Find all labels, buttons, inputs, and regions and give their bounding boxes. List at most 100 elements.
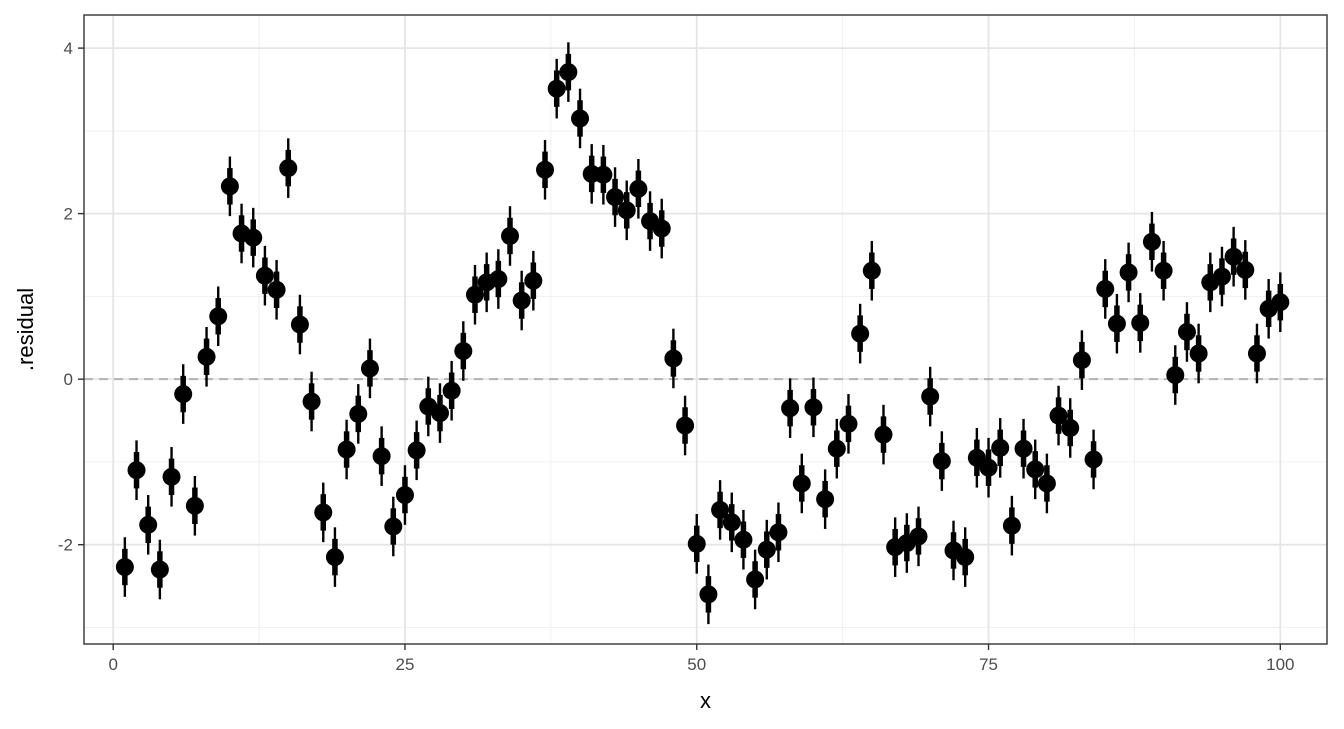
- data-point: [372, 447, 391, 466]
- data-point: [839, 414, 858, 433]
- data-point: [489, 270, 508, 289]
- data-point: [1224, 247, 1243, 266]
- data-point: [606, 188, 625, 207]
- data-point: [536, 160, 555, 179]
- data-point: [746, 570, 765, 589]
- data-point: [1142, 232, 1161, 251]
- data-point: [290, 315, 309, 334]
- data-point: [571, 109, 590, 128]
- data-point: [757, 540, 776, 559]
- data-point: [862, 261, 881, 280]
- data-point: [337, 440, 356, 459]
- data-point: [267, 280, 286, 299]
- data-point: [1212, 267, 1231, 286]
- data-point: [909, 527, 928, 546]
- data-point: [220, 177, 239, 196]
- data-point: [781, 399, 800, 418]
- data-point: [1247, 344, 1266, 363]
- data-point: [174, 385, 193, 404]
- data-point: [559, 63, 578, 82]
- data-point: [501, 226, 520, 245]
- data-point: [676, 416, 695, 435]
- data-point: [454, 342, 473, 361]
- y-axis: -2 0 2 4: [58, 39, 84, 555]
- data-point: [1084, 450, 1103, 469]
- data-point: [127, 461, 146, 480]
- data-point: [617, 201, 636, 220]
- data-point: [1002, 516, 1021, 535]
- data-point: [792, 474, 811, 493]
- x-tick-label: 0: [108, 655, 117, 674]
- data-point: [1131, 313, 1150, 332]
- data-point: [1166, 366, 1185, 385]
- data-point: [687, 534, 706, 553]
- data-point: [827, 439, 846, 458]
- data-point: [1189, 344, 1208, 363]
- plot-border: [83, 14, 1328, 645]
- y-axis-title: .residual: [13, 288, 38, 371]
- x-tick-label: 50: [687, 655, 706, 674]
- data-point: [1072, 351, 1091, 370]
- data-point: [150, 560, 169, 579]
- data-point: [851, 324, 870, 343]
- data-point: [991, 438, 1010, 457]
- data-point: [1154, 261, 1173, 280]
- data-point: [874, 425, 893, 444]
- data-point: [1177, 322, 1196, 341]
- data-point: [407, 441, 426, 460]
- data-point: [722, 513, 741, 532]
- data-point: [442, 381, 461, 400]
- data-point: [711, 500, 730, 519]
- data-point: [979, 458, 998, 477]
- data-point: [244, 228, 263, 247]
- y-tick-label: 2: [64, 205, 73, 224]
- data-point: [932, 452, 951, 471]
- data-point: [162, 467, 181, 486]
- data-point: [921, 387, 940, 406]
- data-point: [384, 517, 403, 536]
- data-point: [395, 486, 414, 505]
- data-point: [734, 530, 753, 549]
- data-point: [185, 496, 204, 515]
- data-point: [664, 349, 683, 368]
- x-axis: 0 25 50 75 100: [108, 644, 1295, 674]
- data-point: [1037, 474, 1056, 493]
- data-point: [956, 548, 975, 567]
- data-point: [1096, 279, 1115, 298]
- data-point: [1119, 263, 1138, 282]
- data-point: [209, 307, 228, 326]
- data-point: [314, 503, 333, 522]
- data-point: [512, 291, 531, 310]
- data-point: [325, 548, 344, 567]
- data-point: [1236, 260, 1255, 279]
- data-point: [629, 179, 648, 198]
- point-layer: [115, 63, 1290, 604]
- data-point: [547, 79, 566, 98]
- y-tick-label: -2: [58, 536, 73, 555]
- data-point: [1014, 439, 1033, 458]
- data-point: [1107, 314, 1126, 333]
- data-point: [115, 558, 134, 577]
- data-point: [360, 359, 379, 378]
- data-point: [197, 347, 216, 366]
- data-point: [1026, 460, 1045, 479]
- data-point: [652, 219, 671, 238]
- y-tick-label: 0: [64, 370, 73, 389]
- data-point: [465, 285, 484, 304]
- data-point: [524, 271, 543, 290]
- x-axis-title: x: [700, 688, 711, 713]
- x-tick-label: 75: [979, 655, 998, 674]
- data-point: [804, 398, 823, 417]
- data-point: [139, 515, 158, 534]
- data-point: [816, 490, 835, 509]
- data-point: [349, 404, 368, 423]
- data-point: [1049, 406, 1068, 425]
- data-point: [302, 392, 321, 411]
- data-point: [699, 585, 718, 604]
- data-point: [255, 266, 274, 285]
- data-point: [1061, 418, 1080, 437]
- data-point: [1271, 293, 1290, 312]
- data-point: [769, 523, 788, 542]
- data-point: [279, 159, 298, 178]
